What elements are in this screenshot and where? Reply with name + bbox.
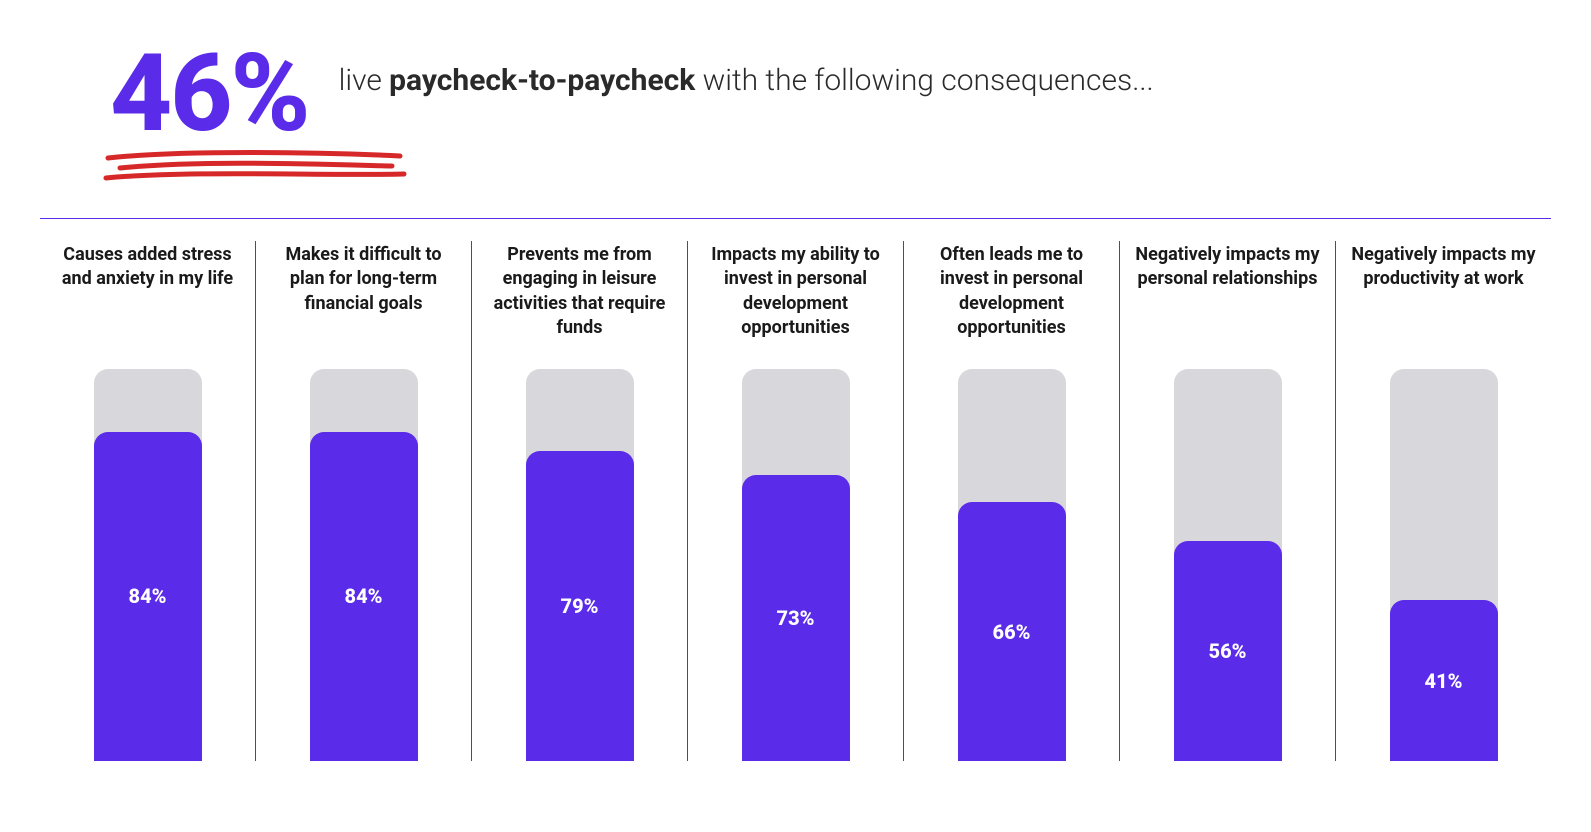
bar-track: 56% <box>1174 369 1282 761</box>
chart-column-label: Causes added stress and anxiety in my li… <box>50 241 245 361</box>
bar-track: 73% <box>742 369 850 761</box>
chart-column: Negatively impacts my personal relations… <box>1119 241 1335 761</box>
chart-column-label: Prevents me from engaging in leisure act… <box>482 241 677 361</box>
chart-column: Negatively impacts my productivity at wo… <box>1335 241 1551 761</box>
chart-column: Makes it difficult to plan for long-term… <box>255 241 471 761</box>
underline-scribble-icon <box>100 148 410 188</box>
section-divider <box>40 218 1551 219</box>
bar-fill: 79% <box>526 451 634 761</box>
chart-column: Causes added stress and anxiety in my li… <box>40 241 255 761</box>
chart-column: Impacts my ability to invest in personal… <box>687 241 903 761</box>
bar-fill: 84% <box>310 432 418 761</box>
headline-number: 46% <box>110 40 309 148</box>
bar-fill: 84% <box>94 432 202 761</box>
chart-column: Prevents me from engaging in leisure act… <box>471 241 687 761</box>
headline-text: live paycheck-to-paycheck with the follo… <box>339 40 1154 105</box>
bar-value-label: 73% <box>777 606 815 630</box>
infographic-canvas: 46% live paycheck-to-paycheck with the f… <box>0 0 1591 832</box>
bar-fill: 66% <box>958 502 1066 761</box>
bar-chart: Causes added stress and anxiety in my li… <box>40 241 1551 761</box>
headline-text-prefix: live <box>339 63 390 98</box>
chart-column-label: Impacts my ability to invest in personal… <box>698 241 893 361</box>
bar-track: 66% <box>958 369 1066 761</box>
chart-column-label: Makes it difficult to plan for long-term… <box>266 241 461 361</box>
headline-text-bold: paycheck-to-paycheck <box>389 63 695 98</box>
bar-fill: 41% <box>1390 600 1498 761</box>
header: 46% live paycheck-to-paycheck with the f… <box>40 40 1551 148</box>
bar-track: 84% <box>94 369 202 761</box>
chart-column: Often leads me to invest in personal dev… <box>903 241 1119 761</box>
chart-column-label: Negatively impacts my productivity at wo… <box>1346 241 1541 361</box>
bar-track: 79% <box>526 369 634 761</box>
bar-value-label: 84% <box>129 584 167 608</box>
bar-value-label: 56% <box>1209 639 1247 663</box>
bar-value-label: 66% <box>993 620 1031 644</box>
bar-track: 41% <box>1390 369 1498 761</box>
bar-track: 84% <box>310 369 418 761</box>
bar-fill: 73% <box>742 475 850 761</box>
headline-text-suffix: with the following consequences... <box>695 63 1153 98</box>
bar-value-label: 84% <box>345 584 383 608</box>
bar-value-label: 79% <box>561 594 599 618</box>
bar-fill: 56% <box>1174 541 1282 761</box>
bar-value-label: 41% <box>1425 669 1463 693</box>
chart-column-label: Negatively impacts my personal relations… <box>1130 241 1325 361</box>
headline-number-wrap: 46% <box>110 40 309 148</box>
chart-column-label: Often leads me to invest in personal dev… <box>914 241 1109 361</box>
